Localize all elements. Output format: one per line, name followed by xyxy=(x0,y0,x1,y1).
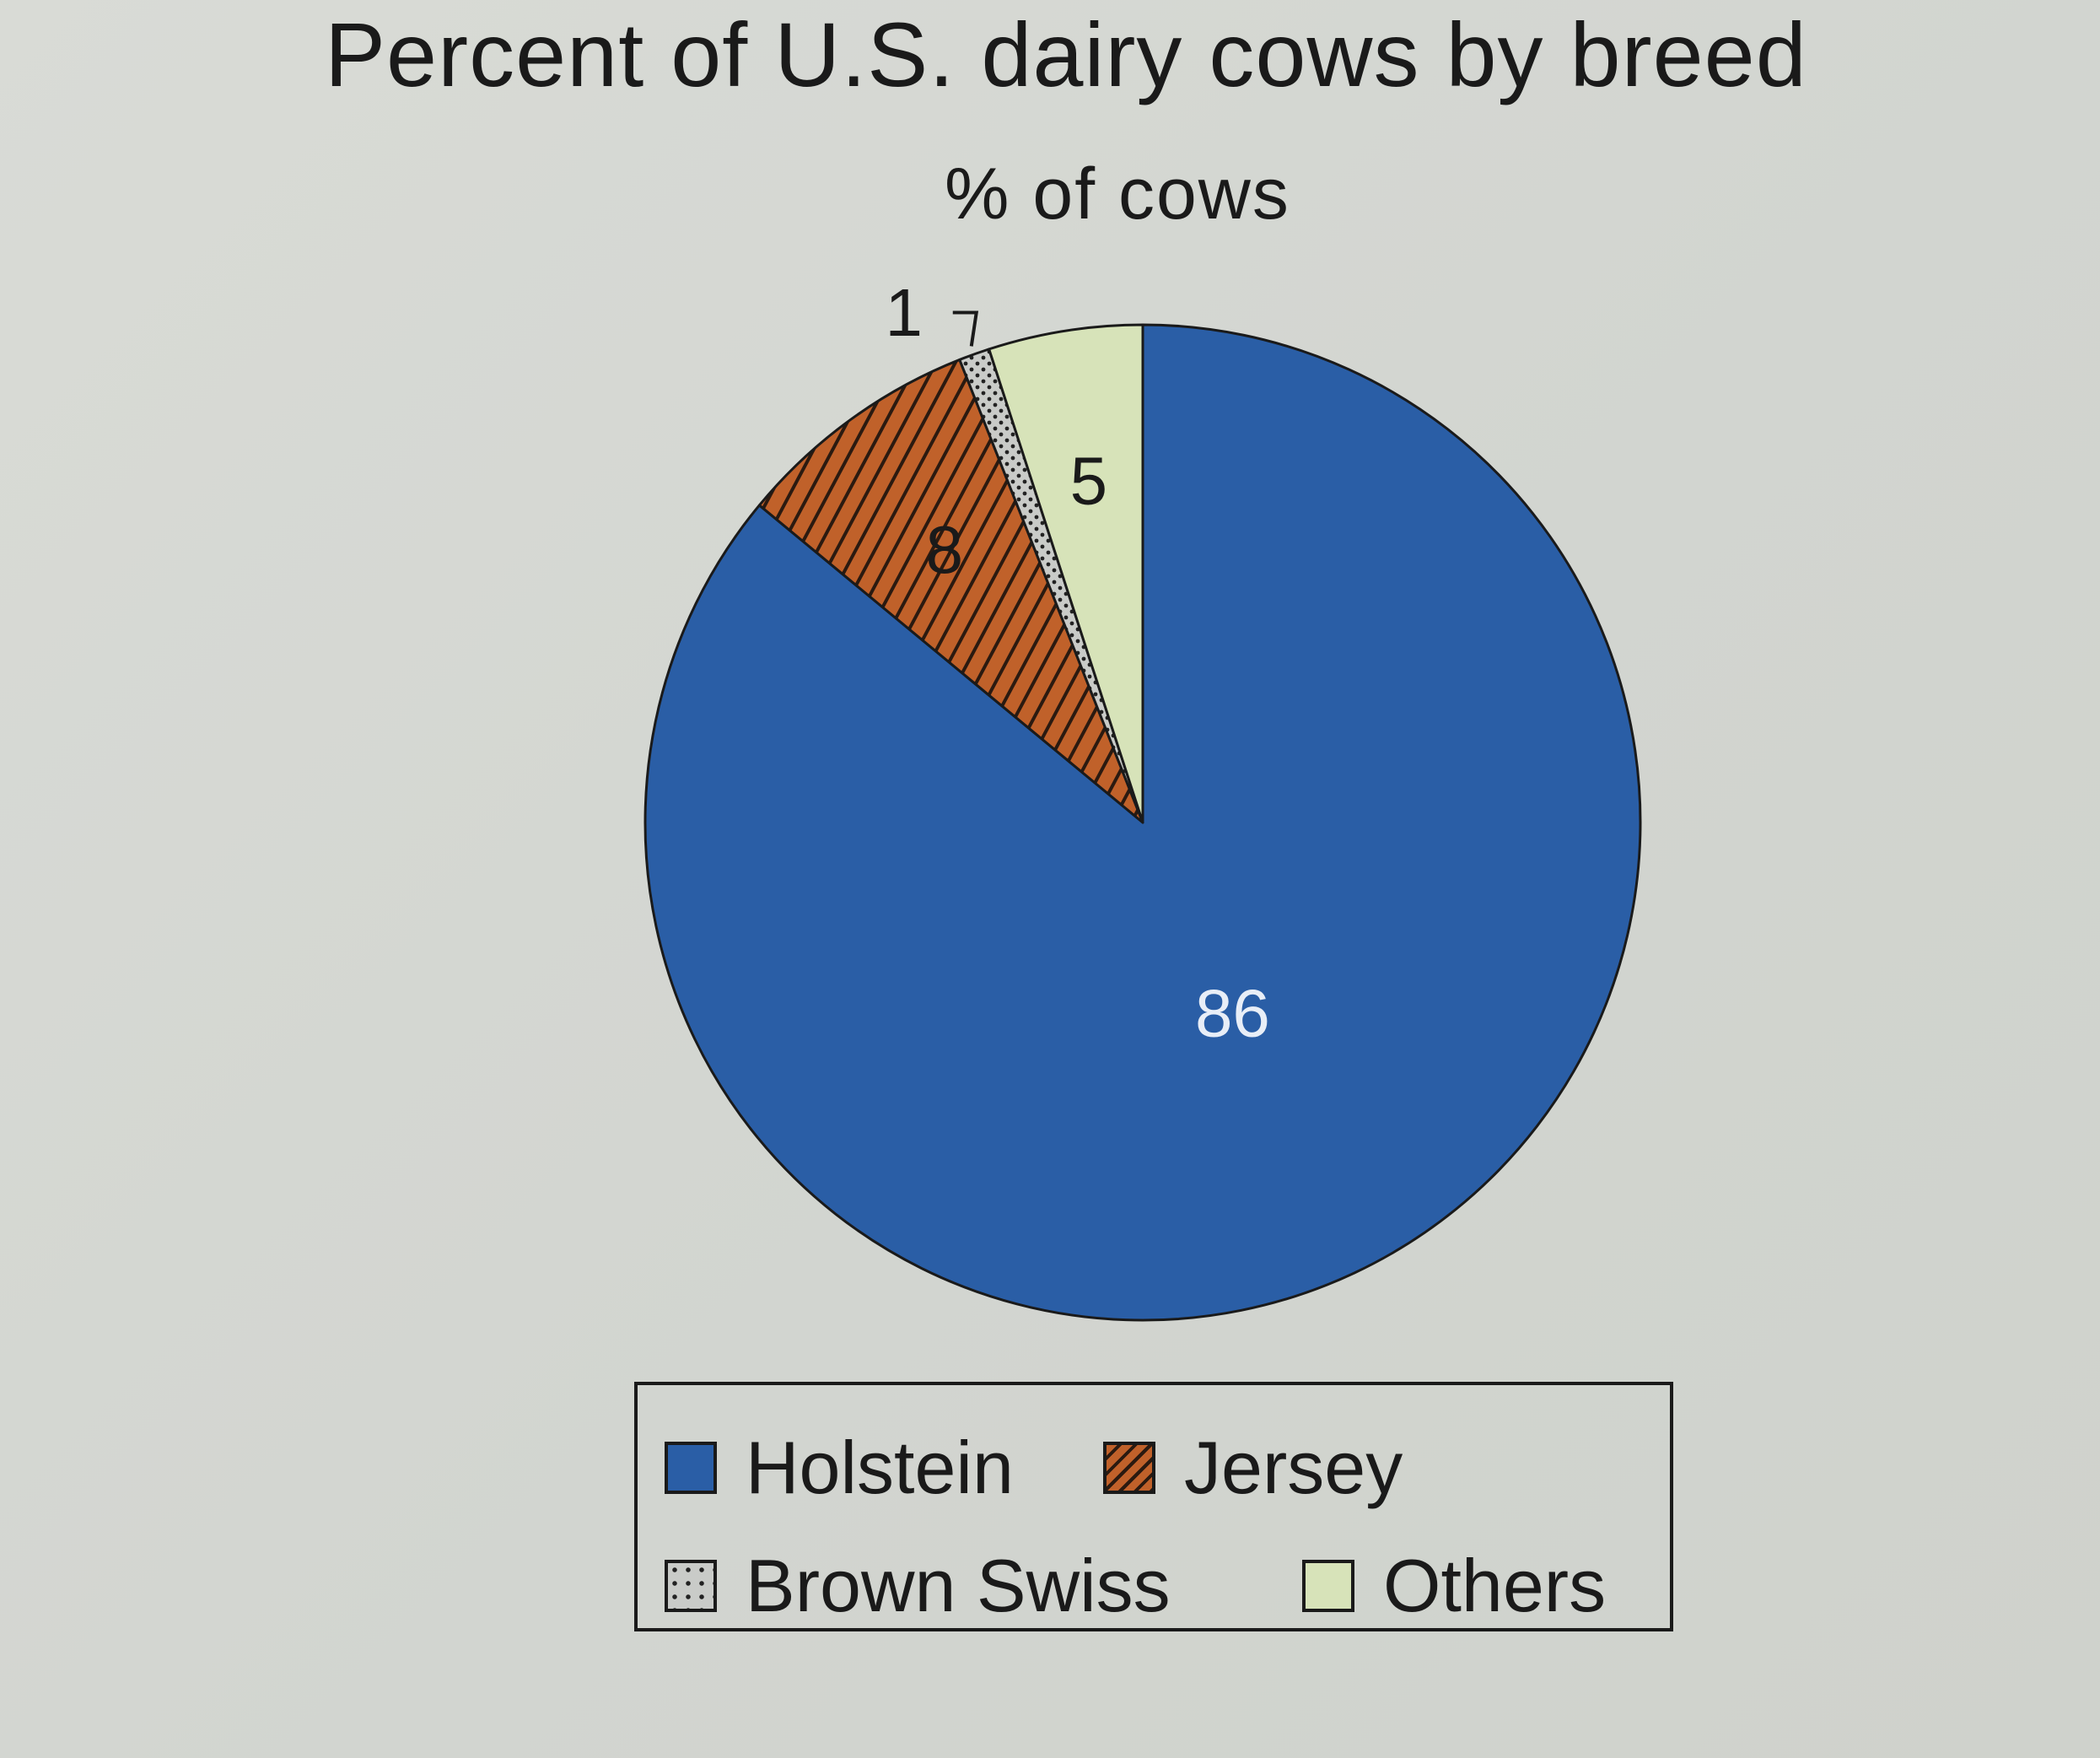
chart-subtitle: % of cows xyxy=(945,154,1290,235)
legend-item-jersey: Jersey xyxy=(1103,1426,1403,1510)
legend-item-brown-swiss: Brown Swiss xyxy=(665,1544,1171,1628)
data-label-brown-swiss: 1 xyxy=(886,275,923,350)
legend-label-jersey: Jersey xyxy=(1184,1426,1403,1509)
chart-title: Percent of U.S. dairy cows by breed xyxy=(325,3,1807,105)
legend-swatch-holstein xyxy=(665,1442,717,1494)
legend-label-others: Others xyxy=(1383,1544,1607,1627)
pie-slice-others xyxy=(988,323,1144,824)
leader-line-brown-swiss xyxy=(952,310,979,347)
pie-slice-jersey xyxy=(757,358,1144,824)
legend-item-others: Others xyxy=(1302,1544,1606,1628)
data-label-others: 5 xyxy=(1070,444,1108,519)
legend-item-holstein: Holstein xyxy=(665,1426,1014,1510)
legend-swatch-brown-swiss xyxy=(665,1560,717,1612)
legend-label-holstein: Holstein xyxy=(746,1426,1014,1509)
legend-swatch-jersey xyxy=(1103,1442,1155,1494)
chart-legend: Holstein Jersey Brown Swiss Others xyxy=(634,1382,1673,1631)
data-label-holstein: 86 xyxy=(1195,976,1270,1051)
legend-label-brown-swiss: Brown Swiss xyxy=(746,1544,1171,1627)
data-label-jersey: 8 xyxy=(926,512,964,587)
legend-swatch-others xyxy=(1302,1560,1354,1612)
